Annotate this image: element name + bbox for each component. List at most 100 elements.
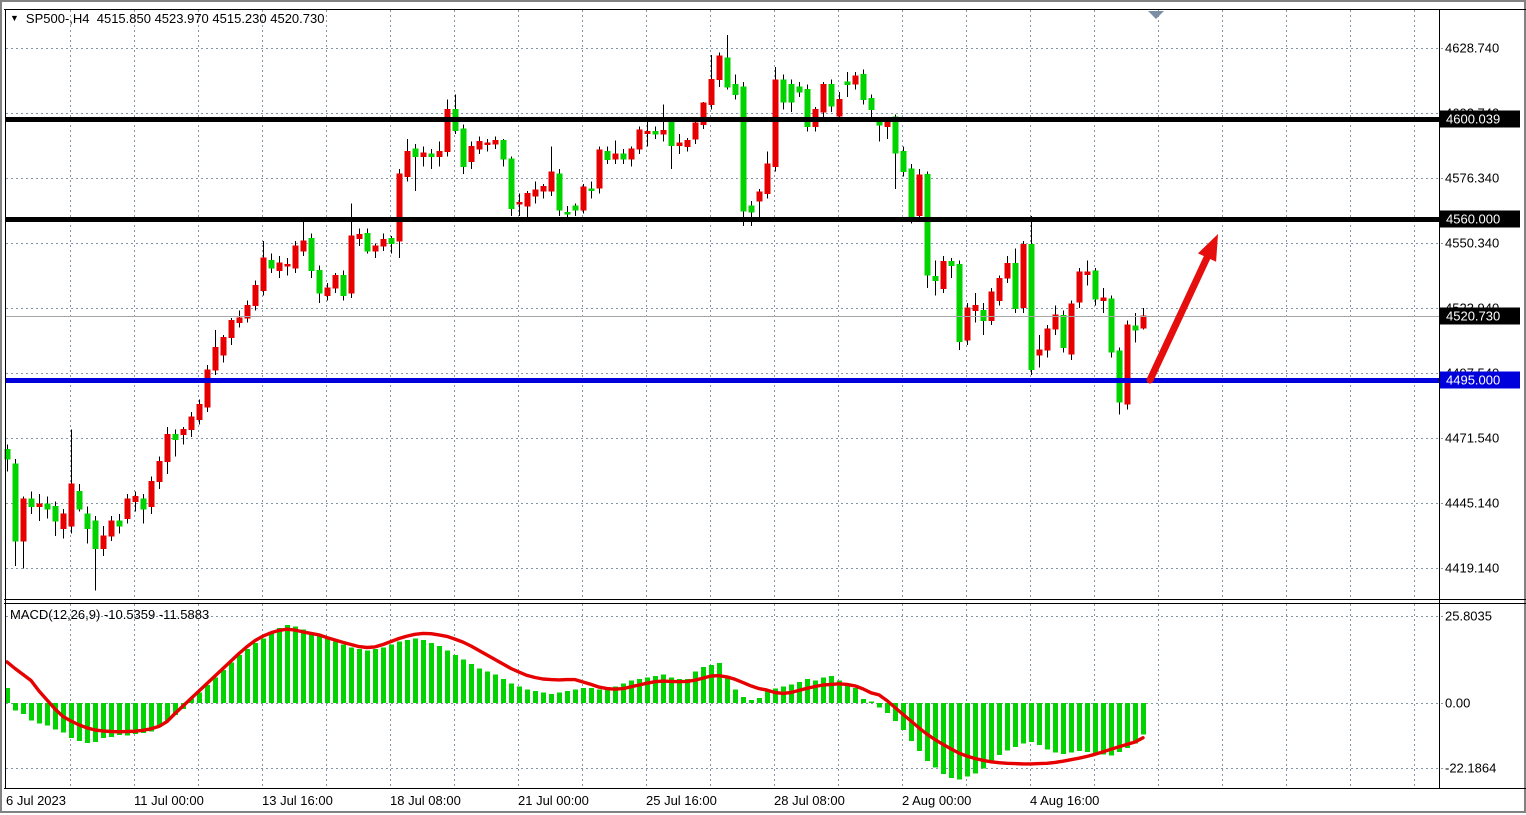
candle-body <box>644 131 651 134</box>
candle-body <box>212 347 219 371</box>
macd-histogram-bar <box>301 629 306 703</box>
macd-histogram-bar <box>1037 703 1042 745</box>
macd-histogram-bar <box>157 703 162 727</box>
candle-body <box>564 211 571 215</box>
candle-body <box>396 173 403 242</box>
macd-histogram-bar <box>965 703 970 777</box>
candle-body <box>572 205 579 211</box>
macd-histogram-bar <box>1125 703 1130 748</box>
macd-histogram-bar <box>1061 703 1066 754</box>
macd-histogram-bar <box>885 703 890 714</box>
macd-histogram-bar <box>1085 703 1090 752</box>
candle-body <box>884 121 891 128</box>
candle-body <box>1100 297 1107 301</box>
candle-body <box>148 481 155 507</box>
candle-body <box>996 278 1003 301</box>
candle-body <box>636 129 643 150</box>
candle-body <box>940 260 947 290</box>
macd-histogram-bar <box>501 679 506 703</box>
macd-scale-min: -22.1864 <box>1445 760 1497 776</box>
candle-body <box>788 84 795 103</box>
macd-histogram-bar <box>877 703 882 708</box>
candle-body <box>580 186 587 211</box>
macd-histogram-bar <box>437 646 442 703</box>
macd-histogram-bar <box>53 703 58 730</box>
macd-histogram-bar <box>717 663 722 703</box>
macd-histogram-bar <box>605 688 610 703</box>
candle-body <box>956 263 963 342</box>
candle-body <box>516 201 523 205</box>
macd-histogram-bar <box>629 680 634 703</box>
macd-histogram-bar <box>893 703 898 721</box>
macd-histogram-bar <box>493 674 498 703</box>
candle-body <box>780 79 787 103</box>
macd-histogram-bar <box>173 703 178 715</box>
trend-arrow-shaft[interactable] <box>1146 248 1214 384</box>
macd-histogram-bar <box>869 701 874 703</box>
macd-histogram-bar <box>477 668 482 703</box>
candle-body <box>1108 298 1115 353</box>
macd-histogram-bar <box>445 650 450 703</box>
macd-histogram-bar <box>421 640 426 703</box>
macd-histogram-bar <box>389 644 394 703</box>
candle-body <box>532 189 539 197</box>
macd-histogram-bar <box>93 703 98 742</box>
macd-histogram-bar <box>589 688 594 703</box>
macd-histogram-bar <box>573 689 578 703</box>
candle-body <box>980 309 987 321</box>
candle-body <box>20 498 27 542</box>
candle-body <box>724 57 731 88</box>
macd-histogram-bar <box>637 679 642 703</box>
macd-histogram-bar <box>621 683 626 703</box>
macd-indicator-label: MACD(12,26,9) -10.5359 -11.5883 <box>10 607 210 622</box>
macd-histogram-bar <box>317 635 322 703</box>
macd-histogram-bar <box>429 643 434 703</box>
macd-histogram-bar <box>205 685 210 703</box>
scroll-position-marker-icon <box>1148 11 1164 19</box>
candle-body <box>412 148 419 158</box>
candle-body <box>436 151 443 158</box>
macd-histogram-bar <box>77 703 82 741</box>
candle-body <box>892 116 899 154</box>
time-axis-label: 21 Jul 00:00 <box>518 793 589 808</box>
price-level-label: 4520.730 <box>1440 307 1520 325</box>
macd-histogram-bar <box>973 703 978 774</box>
candle-body <box>220 337 227 356</box>
candle-body <box>748 205 755 213</box>
candle-body <box>124 498 131 520</box>
macd-scale-zero: 0.00 <box>1445 695 1471 711</box>
macd-histogram-bar <box>1101 703 1106 755</box>
candle-body <box>1092 270 1099 300</box>
candle-body <box>188 416 195 430</box>
macd-histogram-bar <box>405 640 410 703</box>
macd-histogram-bar <box>1117 703 1122 752</box>
macd-histogram-bar <box>197 692 202 703</box>
macd-histogram-bar <box>277 628 282 703</box>
macd-histogram-bar <box>117 703 122 735</box>
candle-body <box>468 146 475 162</box>
macd-histogram-bar <box>37 703 42 724</box>
symbol-dropdown-icon[interactable]: ▼ <box>10 13 19 23</box>
candle-body <box>604 151 611 161</box>
time-axis-label: 25 Jul 16:00 <box>646 793 717 808</box>
macd-histogram-bar <box>101 703 106 738</box>
candle-body <box>68 483 75 527</box>
macd-histogram-bar <box>997 703 1002 756</box>
macd-histogram-bar <box>957 703 962 780</box>
candle-body <box>492 139 499 145</box>
macd-histogram-bar <box>237 655 242 703</box>
trend-arrow-head[interactable] <box>1197 234 1218 262</box>
macd-histogram-bar <box>853 688 858 703</box>
candle-body <box>1116 350 1123 403</box>
candle-body <box>1132 325 1139 331</box>
candle-body <box>404 151 411 177</box>
macd-histogram-bar <box>925 703 930 762</box>
time-axis-label: 11 Jul 00:00 <box>134 793 204 808</box>
candle-body <box>972 304 979 311</box>
macd-histogram-bar <box>941 703 946 774</box>
macd-histogram-bar <box>269 632 274 703</box>
candle-body <box>228 319 235 339</box>
candle-body <box>908 168 915 218</box>
